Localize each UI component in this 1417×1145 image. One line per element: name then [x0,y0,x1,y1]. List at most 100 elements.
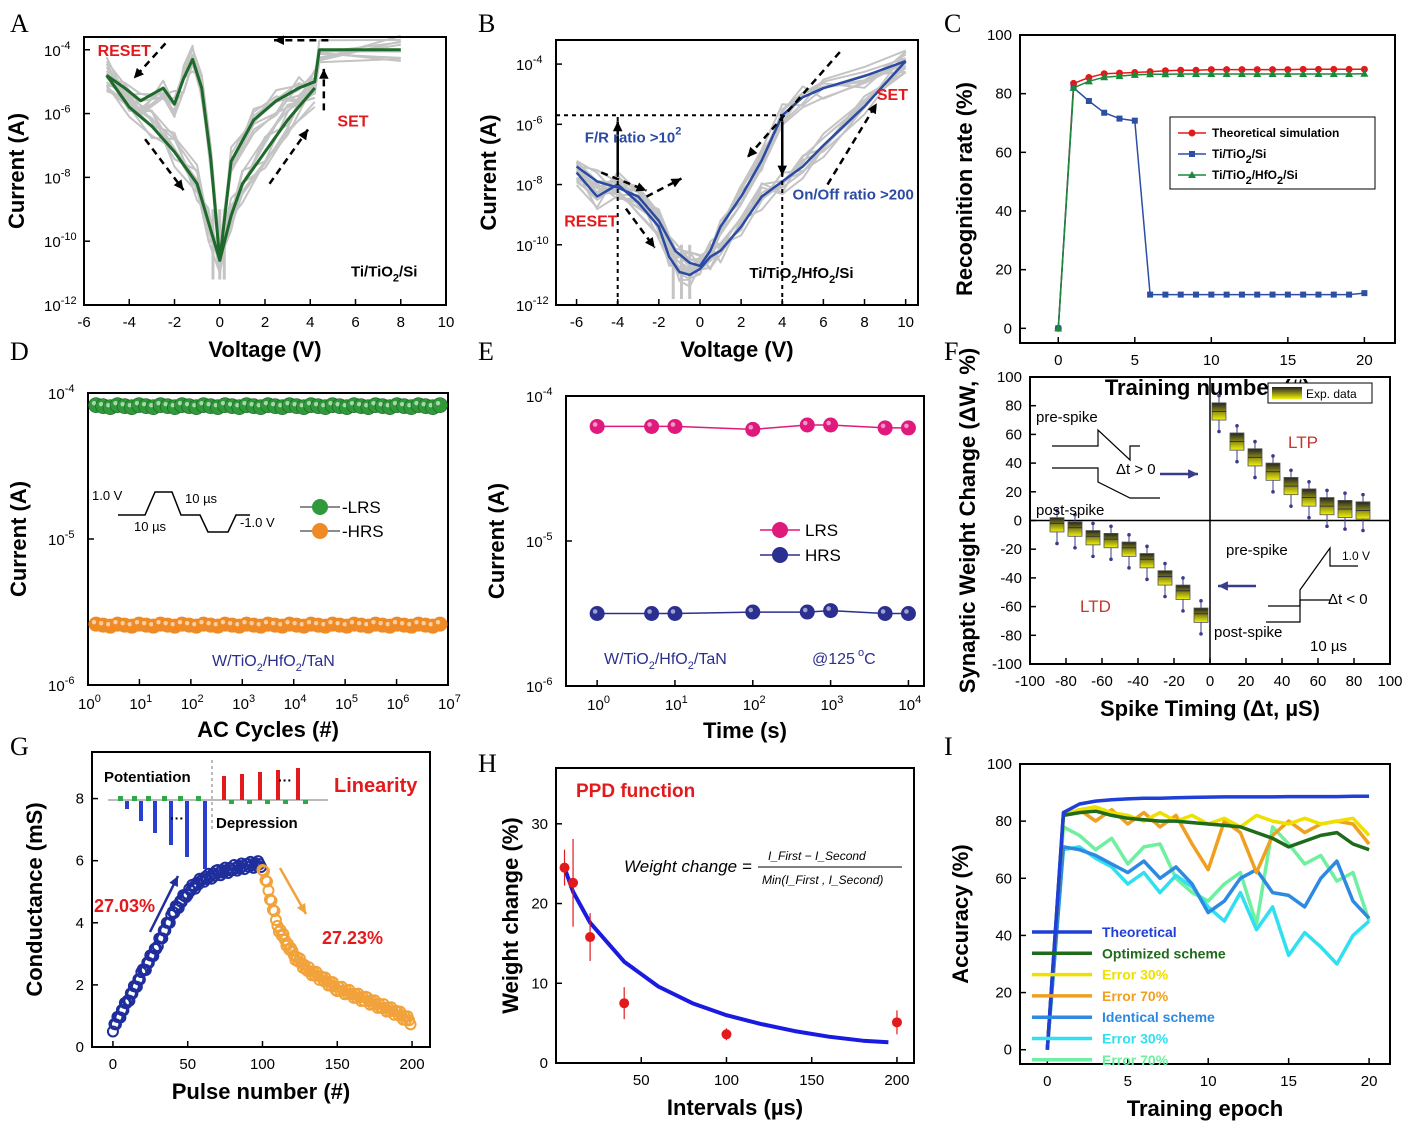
panel-f: -100 -80 -60 -40 -20 0 20 40 60 80 100-100-80-60-4… [955,348,1403,721]
ltp-label: LTP [1288,433,1318,452]
arrow-shaft [826,102,878,186]
outlier [1145,544,1149,549]
data-point [269,913,282,926]
x-tick-label: 8 [860,314,868,331]
x-axis-label: Voltage (V) [680,337,793,362]
x-tick-label: 101 [665,694,688,714]
data-point [263,893,276,906]
data-point [117,1004,130,1017]
outlier [1055,508,1059,513]
point-highlight [826,420,831,426]
y-tick-label: 80 [995,813,1012,830]
x-tick-label: 100 [1377,673,1402,690]
cycle-line [105,41,401,250]
y-tick-label: 0 [540,1055,548,1072]
point-highlight [199,400,204,406]
point-highlight [149,402,154,408]
x-tick-label: 15 [1280,352,1297,369]
point-highlight [592,609,598,614]
x-tick-label: 150 [799,1072,824,1089]
y-tick-label: 80 [995,86,1012,103]
formula-numerator: I_First − I_Second [768,849,866,863]
point-highlight [98,401,104,407]
outlier [1235,459,1239,464]
data-point [259,874,272,887]
depression-pulse [153,801,157,833]
point-highlight [163,620,168,626]
x-tick-label: -60 [1091,673,1113,690]
legend-label: Error 30% [1102,1031,1169,1047]
temperature-label: @125 oC [812,647,876,668]
panel-a: -6 -4 -2 0 2 4 6 8 10 10-4 10-6 10-8 10-10 10-12 Volta… [4,34,454,362]
y-tick-label: 100 [987,27,1012,44]
outlier [1199,632,1203,636]
box [1121,541,1137,557]
x-tick-label: 40 [1274,673,1291,690]
y-tick-label: -20 [1000,541,1022,558]
potentiation-pulse [276,770,280,800]
y-axis-label: Current (A) [6,481,31,597]
point-highlight [270,620,276,626]
legend-marker [1189,151,1195,157]
outlier [1307,515,1311,520]
y-tick-label: 20 [995,262,1012,279]
pulse-time: 10 µs [134,519,167,534]
x-tick-label: -100 [1015,673,1045,690]
point-highlight [170,402,176,408]
data-point [1269,291,1276,298]
outlier [1361,492,1365,497]
set-label: SET [337,113,368,130]
flow-arrow [1160,469,1198,479]
point-highlight [421,401,426,407]
point-highlight [98,620,104,626]
device-label: W/TiO2/HfO2/TaN [212,653,335,674]
y-axis-label: Current (A) [476,114,501,230]
legend-marker [772,547,788,563]
x-tick-label: 200 [884,1072,909,1089]
data-point [667,606,683,621]
data-point [1223,66,1231,74]
data-point [1345,65,1353,73]
cycle-line [575,49,907,274]
point-highlight [349,619,355,625]
point-highlight [802,607,808,613]
outlier [1361,528,1365,533]
legend-box [1169,116,1376,190]
point-highlight [378,401,383,407]
panel-label-f: F [944,337,958,366]
point-highlight [156,400,161,406]
plot-frame [565,395,925,687]
point-highlight [414,400,419,406]
data-point [1269,66,1277,74]
outlier [1073,512,1077,517]
pulse-mark [162,796,167,801]
pulse-mark [303,800,308,804]
set-label: SET [877,87,908,104]
cycle-line [576,57,907,270]
outlier [1091,521,1095,526]
cycle-line [575,60,907,276]
potentiation-pulse [240,774,244,800]
arrow-head [173,179,184,191]
box [1139,553,1155,569]
arrow-head [319,68,329,79]
x-tick-label: 50 [633,1072,650,1089]
plot-frame [87,392,449,686]
potentiation-pulse [222,776,226,800]
data-point [1253,70,1262,78]
outlier [1109,524,1113,529]
arrow-head [867,103,877,115]
data-point [589,418,605,434]
pulse-mark [132,796,137,801]
data-point [619,998,630,1009]
x-tick-label: 20 [1356,352,1373,369]
panel-label-b: B [478,9,495,38]
plot-frame [1019,34,1396,344]
cycle-line [576,62,907,272]
panel-d: 100 101 102 103 104 105 106 107 10-4 10-5 10-6 AC C… [6,383,461,742]
formula-denominator: Min(I_First , I_Second) [762,873,883,887]
box [1067,521,1083,537]
x-tick-label: 102 [743,694,766,714]
pulse-mark [196,796,201,801]
pulse-mark [265,800,270,804]
